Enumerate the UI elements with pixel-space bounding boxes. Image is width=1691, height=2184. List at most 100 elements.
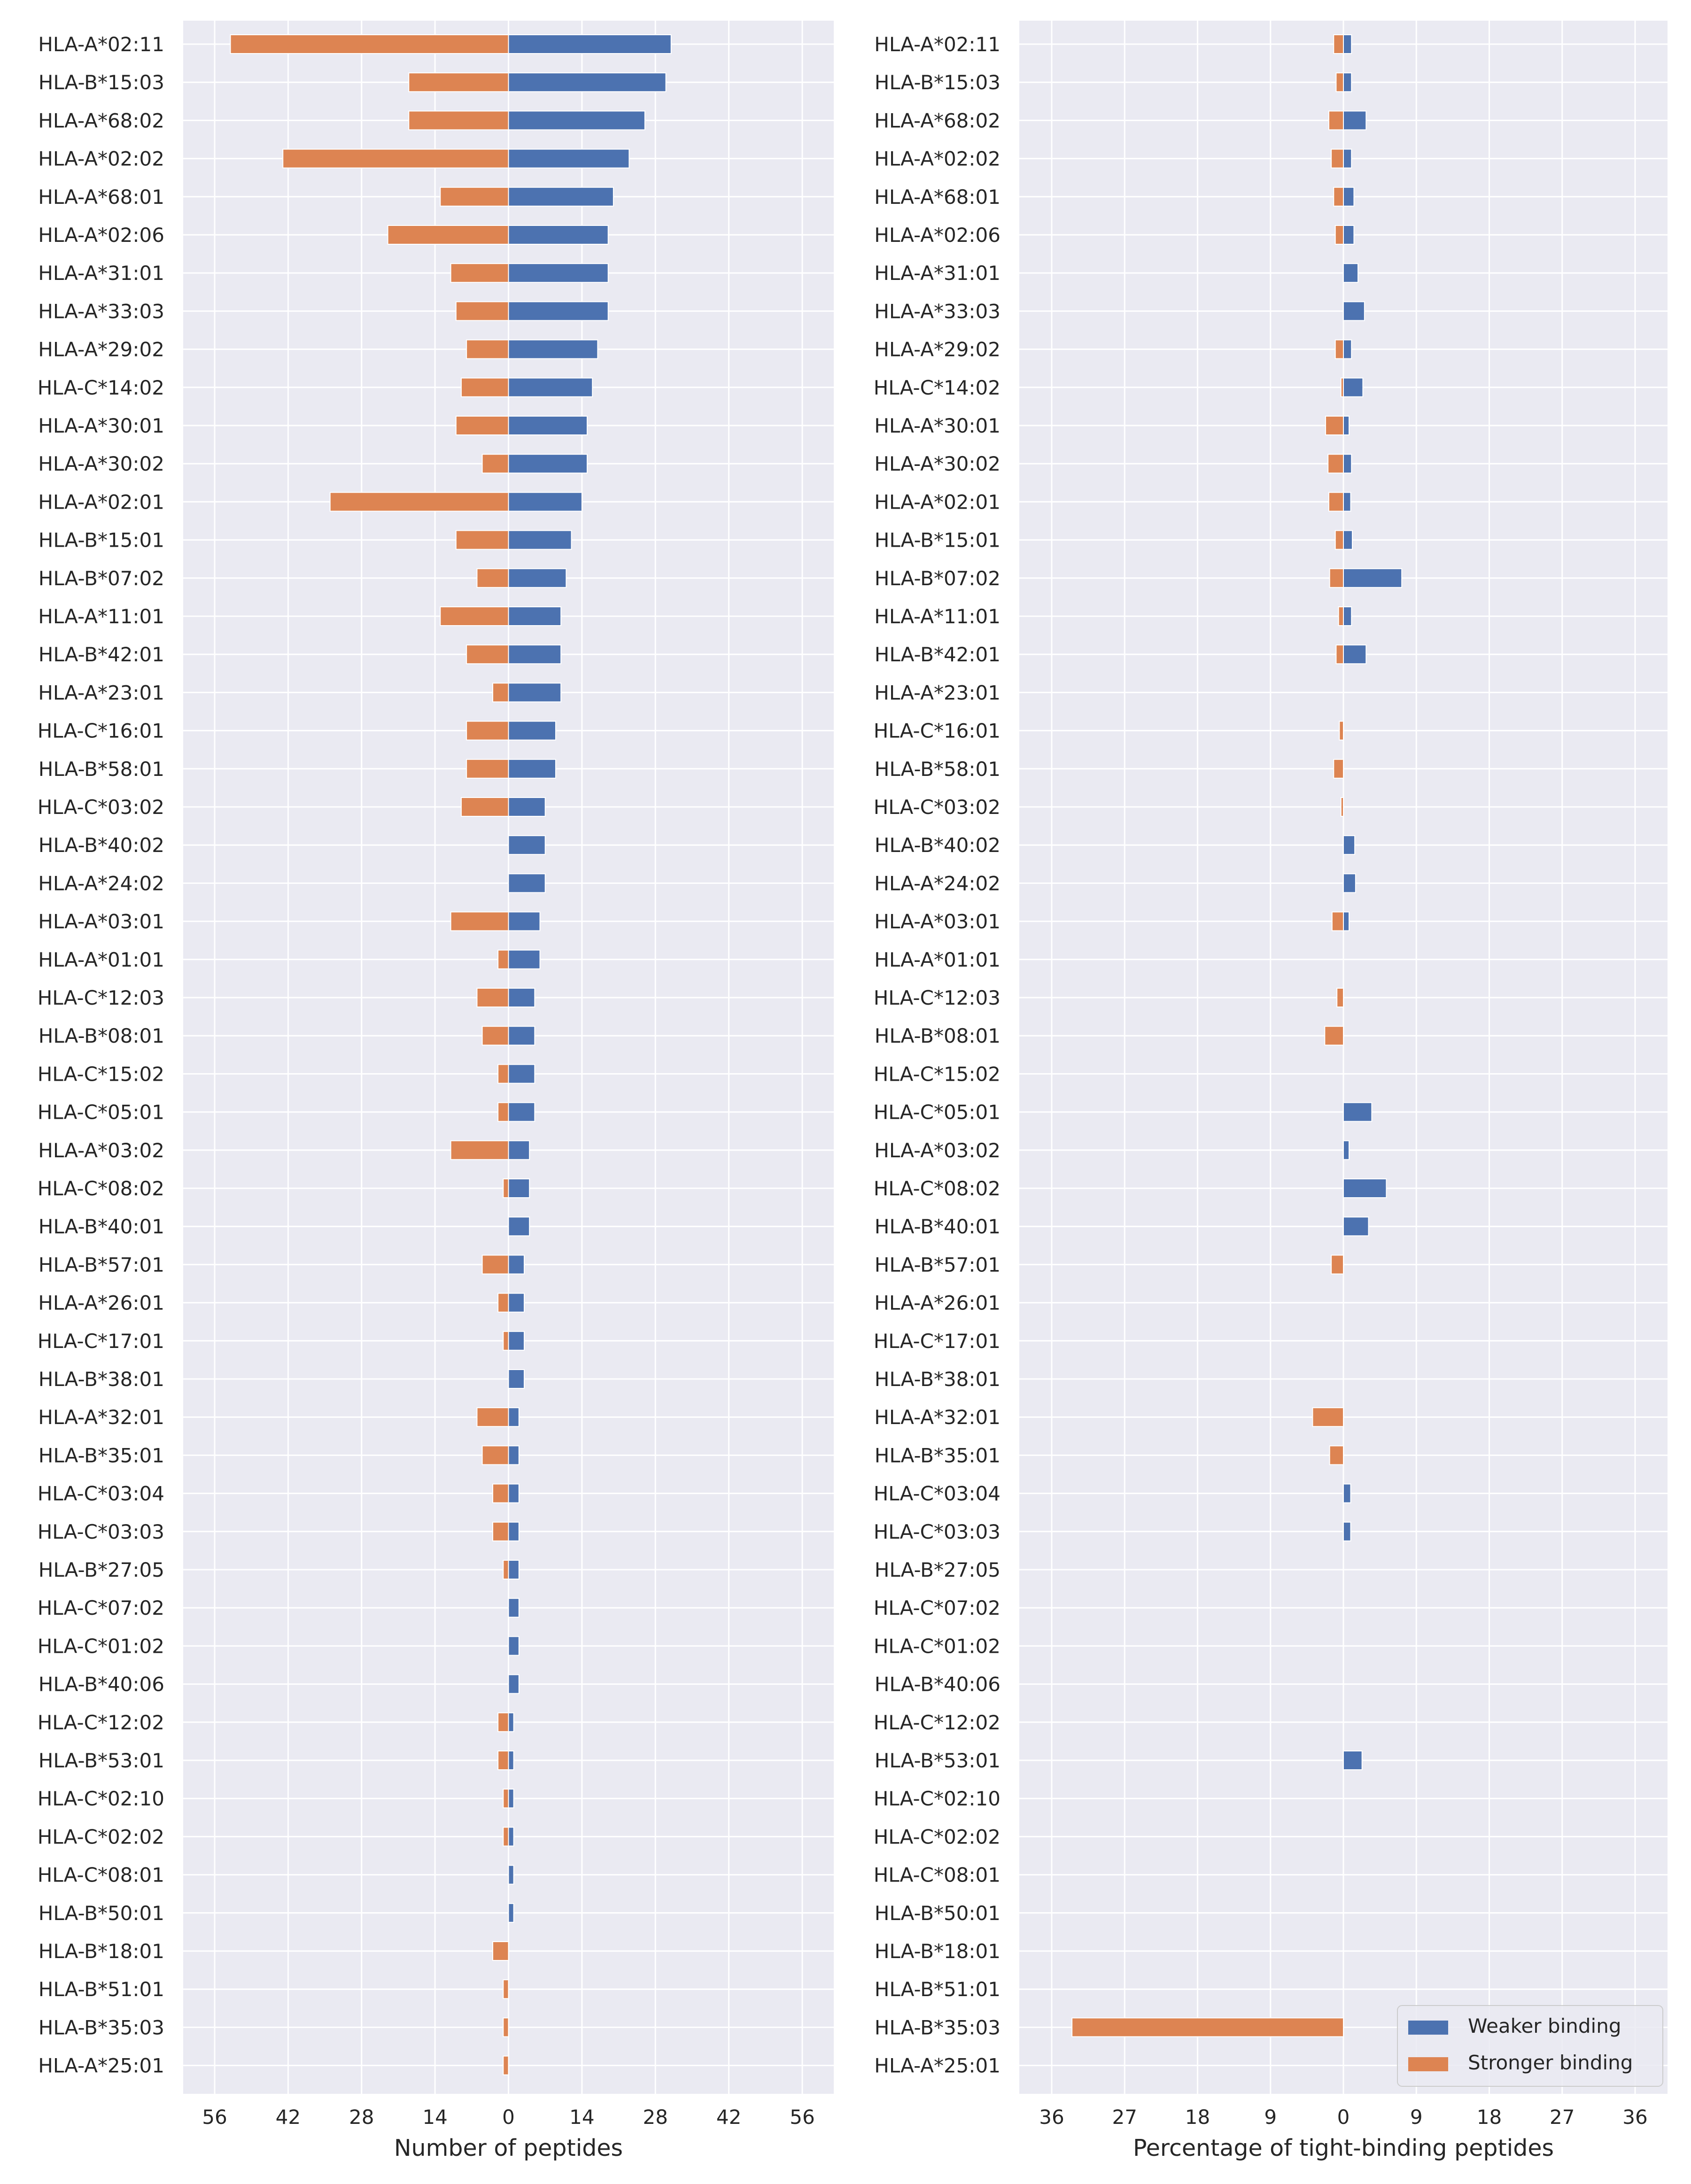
bar-weaker-binding (508, 911, 541, 931)
bar-stronger-binding (230, 34, 509, 54)
bar-weaker-binding (1343, 148, 1352, 169)
bar-weaker-binding (1343, 644, 1367, 665)
bar-stronger-binding (329, 492, 509, 512)
bar-stronger-binding (497, 1712, 509, 1732)
y-tick-label: HLA-A*68:02 (38, 109, 164, 132)
y-tick-label: HLA-A*68:02 (874, 109, 1001, 132)
y-tick-label: HLA-B*15:01 (875, 529, 1001, 552)
bar-stronger-binding (1331, 1255, 1344, 1275)
bar-weaker-binding (1343, 186, 1355, 207)
bar-weaker-binding (1343, 72, 1352, 93)
bar-weaker-binding (1343, 416, 1350, 435)
y-tick-label: HLA-B*35:01 (875, 1444, 1001, 1467)
bar-stronger-binding (466, 759, 509, 779)
y-tick-label: HLA-C*03:03 (38, 1520, 164, 1543)
y-tick-label: HLA-B*53:01 (39, 1749, 164, 1772)
legend-swatch-weaker (1408, 2021, 1448, 2035)
bar-weaker-binding (1343, 835, 1356, 855)
y-tick-label: HLA-C*08:02 (874, 1177, 1001, 1200)
bar-weaker-binding (508, 1750, 514, 1770)
bar-stronger-binding (1334, 225, 1344, 245)
y-tick-label: HLA-C*16:01 (874, 720, 1001, 743)
bar-stronger-binding (1333, 186, 1344, 207)
y-tick-label: HLA-B*40:06 (39, 1673, 164, 1696)
y-tick-label: HLA-B*15:03 (39, 71, 164, 94)
y-tick-label: HLA-A*02:06 (38, 224, 164, 247)
x-tick-label: 36 (1622, 2106, 1647, 2129)
y-tick-label: HLA-A*32:01 (874, 1406, 1001, 1429)
x-tick-label: 18 (1477, 2106, 1502, 2129)
y-tick-label: HLA-A*01:01 (874, 948, 1001, 971)
x-tick-label: 14 (422, 2106, 447, 2129)
y-tick-label: HLA-A*01:01 (38, 948, 164, 971)
bar-weaker-binding (1343, 492, 1351, 512)
y-tick-label: HLA-B*40:06 (875, 1673, 1001, 1696)
y-tick-label: HLA-A*11:01 (38, 605, 164, 628)
x-axis-label: Number of peptides (394, 2135, 623, 2161)
x-tick-label: 0 (1337, 2106, 1350, 2129)
bar-weaker-binding (508, 34, 672, 54)
bar-stronger-binding (1333, 34, 1344, 54)
y-tick-label: HLA-C*08:01 (38, 1864, 164, 1887)
bar-weaker-binding (508, 1445, 520, 1465)
bar-stronger-binding (481, 1445, 509, 1465)
y-tick-label: HLA-A*29:02 (874, 338, 1001, 361)
y-tick-label: HLA-B*40:01 (39, 1215, 164, 1238)
y-tick-label: HLA-A*03:01 (874, 910, 1001, 933)
bar-stronger-binding (1333, 759, 1344, 779)
y-tick-label: HLA-B*57:01 (875, 1253, 1001, 1276)
bar-stronger-binding (497, 1102, 509, 1122)
y-tick-label: HLA-B*18:01 (39, 1940, 164, 1963)
y-tick-label: HLA-B*27:05 (39, 1558, 164, 1581)
y-tick-label: HLA-B*38:01 (875, 1368, 1001, 1391)
bar-stronger-binding (460, 377, 509, 397)
x-tick-label: 42 (716, 2106, 741, 2129)
y-tick-label: HLA-B*51:01 (39, 1978, 164, 2001)
bar-stronger-binding (1329, 568, 1344, 588)
y-tick-label: HLA-A*33:03 (38, 300, 164, 323)
bar-stronger-binding (408, 72, 509, 93)
x-tick-label: 18 (1185, 2106, 1210, 2129)
bar-weaker-binding (508, 1789, 514, 1809)
bar-weaker-binding (508, 949, 541, 969)
y-tick-label: HLA-A*02:11 (874, 33, 1001, 56)
bar-stronger-binding (1340, 797, 1344, 817)
bar-weaker-binding (508, 1827, 514, 1847)
y-tick-label: HLA-A*11:01 (874, 605, 1001, 628)
x-tick-label: 28 (643, 2106, 668, 2129)
y-tick-label: HLA-B*08:01 (875, 1024, 1001, 1047)
bar-stronger-binding (497, 949, 509, 969)
x-tick-label: 9 (1410, 2106, 1423, 2129)
bar-stronger-binding (503, 1178, 509, 1198)
legend-label-weaker: Weaker binding (1468, 2014, 1621, 2037)
bar-weaker-binding (1343, 530, 1353, 550)
y-tick-label: HLA-B*50:01 (39, 1902, 164, 1925)
bar-stronger-binding (476, 1407, 509, 1427)
y-tick-label: HLA-C*14:02 (874, 376, 1001, 399)
y-tick-label: HLA-C*03:04 (38, 1482, 164, 1505)
y-tick-label: HLA-A*02:01 (38, 490, 164, 513)
bar-weaker-binding (508, 1636, 520, 1656)
y-tick-label: HLA-A*29:02 (38, 338, 164, 361)
y-tick-label: HLA-A*31:01 (38, 262, 164, 285)
y-tick-label: HLA-C*03:04 (874, 1482, 1001, 1505)
y-tick-label: HLA-C*01:02 (874, 1634, 1001, 1657)
bar-stronger-binding (503, 1331, 509, 1351)
y-tick-label: HLA-C*08:01 (874, 1864, 1001, 1887)
y-tick-label: HLA-B*40:01 (875, 1215, 1001, 1238)
y-tick-label: HLA-A*02:06 (874, 224, 1001, 247)
y-tick-label: HLA-C*01:02 (38, 1634, 164, 1657)
y-tick-label: HLA-A*02:01 (874, 490, 1001, 513)
bar-stronger-binding (408, 110, 509, 131)
y-tick-label: HLA-A*30:01 (38, 414, 164, 437)
bar-stronger-binding (476, 568, 509, 588)
bar-weaker-binding (1343, 1750, 1363, 1770)
bar-weaker-binding (1343, 606, 1352, 626)
bar-weaker-binding (508, 1903, 514, 1923)
bar-weaker-binding (508, 835, 546, 855)
bar-weaker-binding (508, 1026, 535, 1046)
bar-weaker-binding (508, 492, 582, 512)
bar-stronger-binding (492, 682, 509, 703)
y-tick-label: HLA-C*05:01 (38, 1101, 164, 1124)
y-tick-label: HLA-C*02:02 (38, 1825, 164, 1848)
